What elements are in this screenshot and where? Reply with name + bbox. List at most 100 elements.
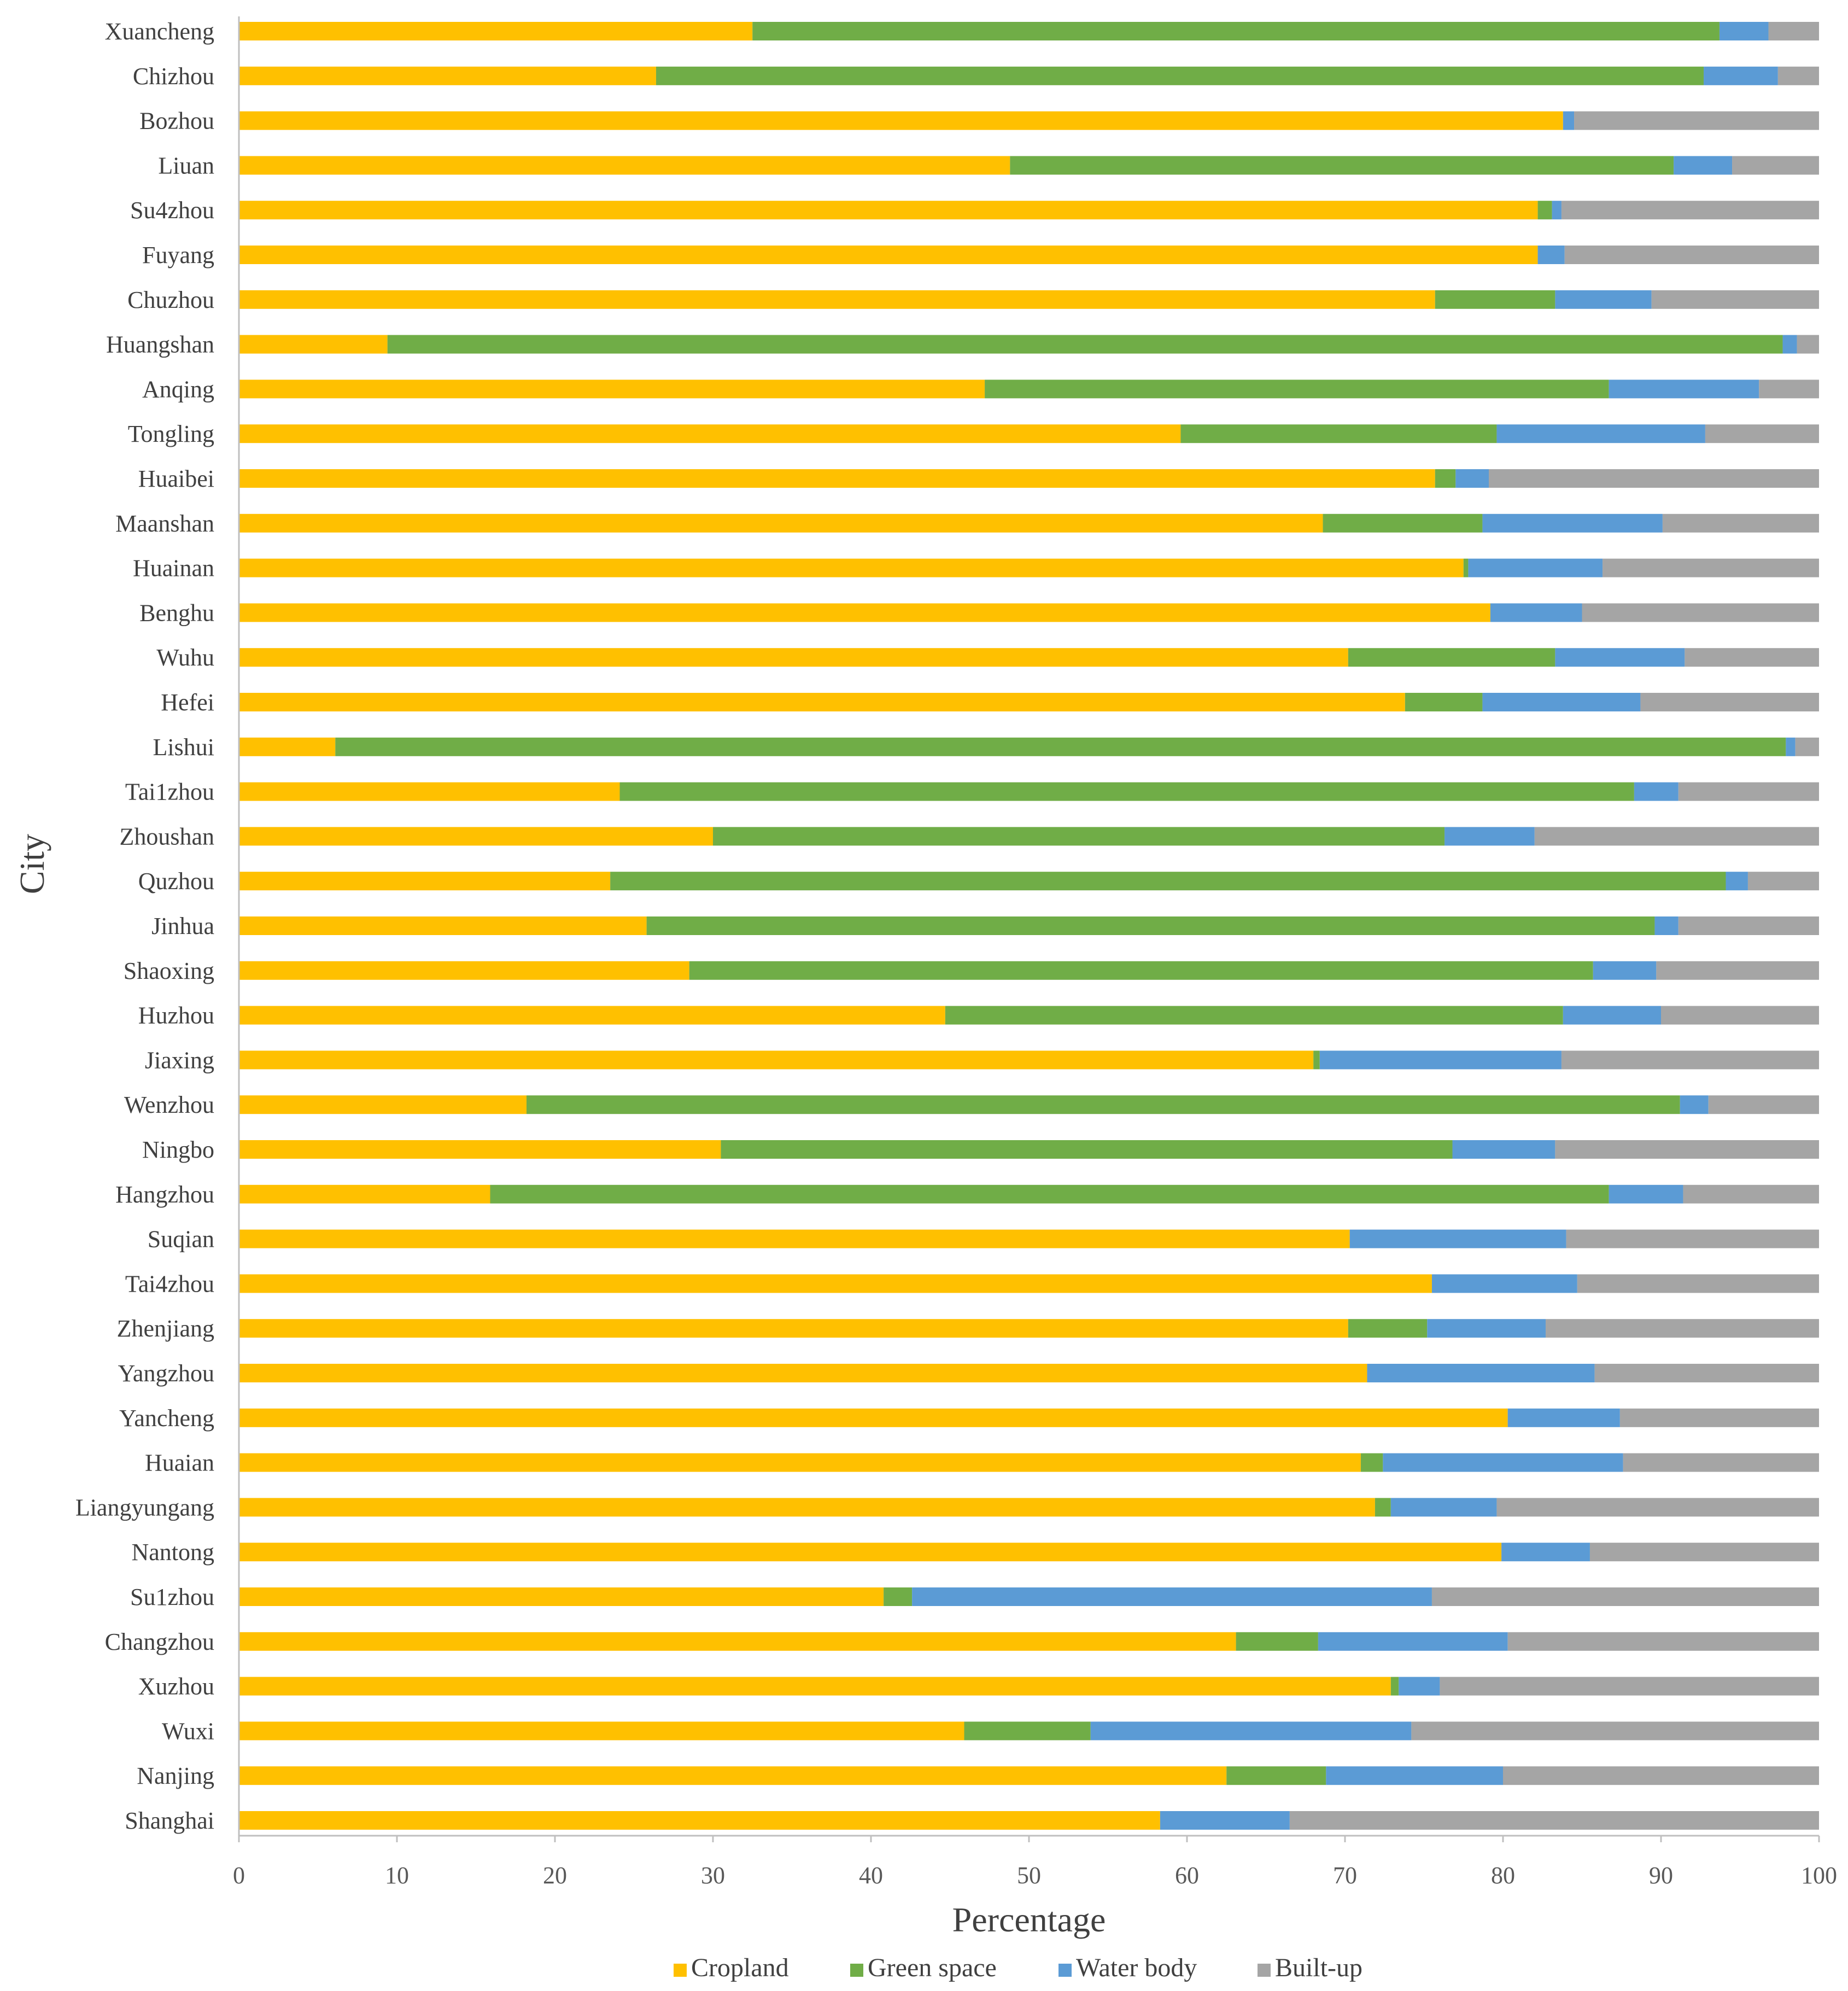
category-label: Jinhua — [151, 913, 214, 939]
bar-bozhou-built-up — [1574, 111, 1819, 130]
bar-liuan-cropland — [239, 156, 1010, 175]
bar-chizhou-green-space — [656, 66, 1704, 85]
bar-huaibei-green-space — [1435, 469, 1456, 488]
bar-yancheng-built-up — [1619, 1408, 1819, 1427]
y-axis-title: City — [13, 834, 51, 894]
bar-xuzhou-water-body — [1399, 1677, 1440, 1696]
category-label: Yangzhou — [118, 1360, 214, 1387]
bar-tai4zhou-water-body — [1431, 1274, 1577, 1293]
x-tick-label: 30 — [701, 1862, 725, 1889]
bar-shanghai-cropland — [239, 1811, 1160, 1830]
category-label: Hangzhou — [115, 1181, 214, 1208]
bar-fuyang-water-body — [1537, 246, 1565, 264]
bar-huaibei-water-body — [1455, 469, 1489, 488]
bar-zhenjiang-water-body — [1427, 1319, 1546, 1338]
bar-wuxi-water-body — [1090, 1721, 1412, 1741]
bar-maanshan-water-body — [1482, 513, 1663, 533]
bar-chizhou-water-body — [1704, 66, 1778, 85]
bar-shanghai-water-body — [1160, 1811, 1290, 1830]
bar-huzhou-cropland — [239, 1006, 945, 1025]
x-tick-labels: 0 10 20 30 40 50 60 70 80 90 100 — [233, 1862, 1837, 1889]
bar-yangzhou-water-body — [1367, 1364, 1595, 1382]
bar-jinhua-built-up — [1678, 916, 1819, 935]
legend-label-built-up: Built-up — [1275, 1953, 1362, 1982]
bar-su4zhou-water-body — [1552, 201, 1562, 220]
bar-tai4zhou-cropland — [239, 1274, 1432, 1293]
bar-huainan-water-body — [1468, 558, 1603, 577]
bar-huainan-built-up — [1603, 558, 1819, 577]
bar-jinhua-cropland — [239, 916, 647, 935]
bars-layer — [239, 22, 1819, 1830]
bar-hefei-built-up — [1640, 693, 1819, 711]
x-axis-title: Percentage — [952, 1900, 1106, 1939]
bar-huaian-cropland — [239, 1453, 1361, 1472]
bar-ningbo-cropland — [239, 1140, 721, 1159]
bar-tai4zhou-built-up — [1577, 1274, 1819, 1293]
bar-huangshan-green-space — [387, 335, 1783, 354]
bar-huaian-water-body — [1383, 1453, 1623, 1472]
bar-huaian-built-up — [1623, 1453, 1819, 1472]
bar-quzhou-built-up — [1747, 872, 1819, 891]
bar-anqing-cropland — [239, 379, 985, 399]
category-label: Wuxi — [162, 1718, 214, 1744]
category-label: Huangshan — [106, 331, 214, 358]
bar-chizhou-built-up — [1777, 66, 1819, 85]
bar-ningbo-built-up — [1555, 1140, 1819, 1159]
bar-hefei-cropland — [239, 693, 1405, 711]
bar-xuzhou-cropland — [239, 1677, 1391, 1696]
category-label: Tai1zhou — [125, 779, 214, 805]
bar-bozhou-cropland — [239, 111, 1563, 130]
bar-hangzhou-cropland — [239, 1184, 490, 1204]
bar-su4zhou-cropland — [239, 201, 1538, 220]
category-label: Liuan — [158, 152, 214, 179]
bar-maanshan-built-up — [1662, 513, 1819, 533]
bar-tai1zhou-cropland — [239, 782, 620, 801]
bar-chuzhou-cropland — [239, 290, 1435, 309]
bar-shanghai-built-up — [1289, 1811, 1819, 1830]
category-label: Xuzhou — [138, 1673, 214, 1700]
bar-nantong-built-up — [1589, 1543, 1819, 1562]
bar-quzhou-water-body — [1726, 872, 1748, 891]
bar-benghu-water-body — [1490, 603, 1582, 622]
bar-ningbo-water-body — [1452, 1140, 1555, 1159]
bar-huzhou-water-body — [1563, 1006, 1661, 1025]
bar-zhoushan-green-space — [713, 827, 1445, 846]
bar-huainan-cropland — [239, 558, 1464, 577]
bar-yangzhou-built-up — [1594, 1364, 1819, 1382]
bar-zhoushan-water-body — [1445, 827, 1535, 846]
bar-liangyungang-built-up — [1496, 1498, 1819, 1517]
bar-tai1zhou-water-body — [1634, 782, 1679, 801]
bar-hangzhou-water-body — [1609, 1184, 1683, 1204]
bar-wenzhou-water-body — [1680, 1095, 1709, 1114]
bar-changzhou-built-up — [1507, 1632, 1819, 1651]
bar-tongling-water-body — [1496, 424, 1705, 443]
bar-su1zhou-green-space — [884, 1587, 913, 1606]
legend-label-green-space: Green space — [868, 1953, 997, 1982]
bar-jiaxing-built-up — [1561, 1050, 1819, 1070]
category-label: Chizhou — [133, 63, 214, 90]
bar-fuyang-cropland — [239, 246, 1538, 264]
category-label: Huaibei — [138, 465, 214, 492]
bar-huzhou-built-up — [1661, 1006, 1819, 1025]
bar-suqian-cropland — [239, 1229, 1350, 1248]
bar-wenzhou-cropland — [239, 1095, 527, 1114]
bar-quzhou-cropland — [239, 872, 611, 891]
category-label: Lishui — [153, 734, 214, 761]
bar-anqing-water-body — [1609, 379, 1759, 399]
bar-liangyungang-green-space — [1375, 1498, 1391, 1517]
category-label: Ningbo — [142, 1136, 214, 1163]
bar-liuan-green-space — [1010, 156, 1674, 175]
x-tick-label: 40 — [859, 1862, 883, 1889]
bar-nanjing-green-space — [1226, 1766, 1326, 1785]
x-tick-label: 20 — [543, 1862, 567, 1889]
x-tick-label: 60 — [1175, 1862, 1199, 1889]
bar-fuyang-built-up — [1564, 246, 1819, 264]
bar-wuhu-green-space — [1348, 648, 1555, 667]
bar-nanjing-built-up — [1503, 1766, 1819, 1785]
category-label: Hefei — [161, 689, 214, 716]
bar-huangshan-cropland — [239, 335, 388, 354]
bar-xuzhou-built-up — [1440, 1677, 1819, 1696]
bar-wuxi-cropland — [239, 1721, 964, 1741]
bar-yancheng-water-body — [1507, 1408, 1620, 1427]
category-label: Wuhu — [156, 644, 214, 671]
